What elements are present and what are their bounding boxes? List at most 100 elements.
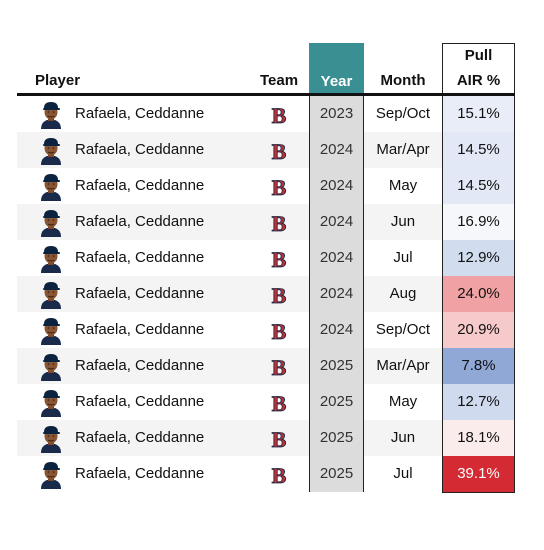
month-cell: Sep/Oct <box>375 105 431 122</box>
svg-text:B: B <box>272 176 287 198</box>
red-sox-b-logo-icon: B <box>271 284 287 306</box>
month-cell: Aug <box>389 285 417 302</box>
player-headshot-icon <box>41 354 61 381</box>
player-name[interactable]: Rafaela, Ceddanne <box>75 393 205 410</box>
player-headshot-icon <box>41 390 61 417</box>
year-cell: 2024 <box>309 240 364 276</box>
red-sox-b-logo-icon: B <box>271 356 287 378</box>
table-row[interactable]: Rafaela, Ceddanne B 2024 Aug 24.0% <box>17 276 515 312</box>
pull-air-cell: 12.7% <box>442 384 515 420</box>
month-cell: May <box>388 393 418 410</box>
red-sox-b-logo-icon: B <box>271 212 287 234</box>
red-sox-b-logo-icon: B <box>271 140 287 162</box>
table-row[interactable]: Rafaela, Ceddanne B 2024 Sep/Oct 20.9% <box>17 312 515 348</box>
month-cell: Jul <box>393 249 413 266</box>
table-row[interactable]: Rafaela, Ceddanne B 2025 May 12.7% <box>17 384 515 420</box>
year-cell: 2023 <box>309 96 364 132</box>
table-header: Player Team Year Month Pull AIR % <box>17 43 515 93</box>
player-name[interactable]: Rafaela, Ceddanne <box>75 249 205 266</box>
month-column-header[interactable]: Month <box>380 72 426 89</box>
red-sox-b-logo-icon: B <box>271 320 287 342</box>
month-cell: Mar/Apr <box>376 141 430 158</box>
pull-air-cell: 15.1% <box>442 96 515 132</box>
svg-text:B: B <box>272 104 287 126</box>
year-cell: 2025 <box>309 420 364 456</box>
pull-header-line2: AIR % <box>456 72 501 89</box>
svg-text:B: B <box>272 140 287 162</box>
player-headshot-icon <box>41 318 61 345</box>
svg-text:B: B <box>272 284 287 306</box>
table-row[interactable]: Rafaela, Ceddanne B 2023 Sep/Oct 15.1% <box>17 96 515 132</box>
year-header-label: Year <box>320 73 353 90</box>
pull-air-cell: 7.8% <box>442 348 515 384</box>
pull-air-cell: 39.1% <box>442 456 515 492</box>
team-column-header[interactable]: Team <box>260 72 299 89</box>
stats-table: Player Team Year Month Pull AIR % Rafael… <box>17 43 515 493</box>
month-cell: Jun <box>390 213 416 230</box>
pull-air-cell: 16.9% <box>442 204 515 240</box>
year-cell: 2025 <box>309 348 364 384</box>
svg-text:B: B <box>272 464 287 486</box>
month-cell: Sep/Oct <box>375 321 431 338</box>
player-headshot-icon <box>41 210 61 237</box>
player-name[interactable]: Rafaela, Ceddanne <box>75 285 205 302</box>
month-cell: Mar/Apr <box>376 357 430 374</box>
player-name[interactable]: Rafaela, Ceddanne <box>75 357 205 374</box>
pull-air-cell: 18.1% <box>442 420 515 456</box>
pull-air-column-header[interactable]: Pull AIR % <box>442 43 515 93</box>
table-row[interactable]: Rafaela, Ceddanne B 2025 Jul 39.1% <box>17 456 515 492</box>
player-headshot-icon <box>41 426 61 453</box>
player-headshot-icon <box>41 138 61 165</box>
player-name[interactable]: Rafaela, Ceddanne <box>75 465 205 482</box>
player-headshot-icon <box>41 462 61 489</box>
player-headshot-icon <box>41 282 61 309</box>
table-row[interactable]: Rafaela, Ceddanne B 2024 Jun 16.9% <box>17 204 515 240</box>
pull-header-line1: Pull <box>464 47 493 64</box>
player-name[interactable]: Rafaela, Ceddanne <box>75 177 205 194</box>
player-name[interactable]: Rafaela, Ceddanne <box>75 213 205 230</box>
year-cell: 2024 <box>309 312 364 348</box>
year-cell: 2025 <box>309 456 364 492</box>
month-cell: Jul <box>393 465 413 482</box>
svg-text:B: B <box>272 248 287 270</box>
year-cell: 2024 <box>309 276 364 312</box>
year-cell: 2024 <box>309 204 364 240</box>
player-column-header[interactable]: Player <box>35 72 81 89</box>
pull-air-cell: 24.0% <box>442 276 515 312</box>
table-row[interactable]: Rafaela, Ceddanne B 2025 Mar/Apr 7.8% <box>17 348 515 384</box>
year-cell: 2025 <box>309 384 364 420</box>
player-name[interactable]: Rafaela, Ceddanne <box>75 105 205 122</box>
svg-text:B: B <box>272 428 287 450</box>
player-headshot-icon <box>41 174 61 201</box>
player-name[interactable]: Rafaela, Ceddanne <box>75 429 205 446</box>
pull-air-cell: 12.9% <box>442 240 515 276</box>
table-row[interactable]: Rafaela, Ceddanne B 2024 May 14.5% <box>17 168 515 204</box>
red-sox-b-logo-icon: B <box>271 428 287 450</box>
red-sox-b-logo-icon: B <box>271 176 287 198</box>
pull-air-cell: 20.9% <box>442 312 515 348</box>
table-row[interactable]: Rafaela, Ceddanne B 2024 Jul 12.9% <box>17 240 515 276</box>
table-row[interactable]: Rafaela, Ceddanne B 2024 Mar/Apr 14.5% <box>17 132 515 168</box>
year-cell: 2024 <box>309 132 364 168</box>
pull-air-cell: 14.5% <box>442 132 515 168</box>
header-divider <box>17 93 515 96</box>
month-cell: May <box>388 177 418 194</box>
svg-text:B: B <box>272 212 287 234</box>
pull-air-cell: 14.5% <box>442 168 515 204</box>
svg-text:B: B <box>272 392 287 414</box>
table-row[interactable]: Rafaela, Ceddanne B 2025 Jun 18.1% <box>17 420 515 456</box>
year-column-header[interactable]: Year <box>309 43 364 93</box>
month-cell: Jun <box>390 429 416 446</box>
table-body: Rafaela, Ceddanne B 2023 Sep/Oct 15.1% R… <box>17 96 515 493</box>
year-cell: 2024 <box>309 168 364 204</box>
player-name[interactable]: Rafaela, Ceddanne <box>75 141 205 158</box>
player-name[interactable]: Rafaela, Ceddanne <box>75 321 205 338</box>
player-headshot-icon <box>41 102 61 129</box>
pull-column-bottom-border <box>442 492 515 493</box>
svg-text:B: B <box>272 320 287 342</box>
red-sox-b-logo-icon: B <box>271 248 287 270</box>
red-sox-b-logo-icon: B <box>271 392 287 414</box>
player-headshot-icon <box>41 246 61 273</box>
red-sox-b-logo-icon: B <box>271 104 287 126</box>
red-sox-b-logo-icon: B <box>271 464 287 486</box>
